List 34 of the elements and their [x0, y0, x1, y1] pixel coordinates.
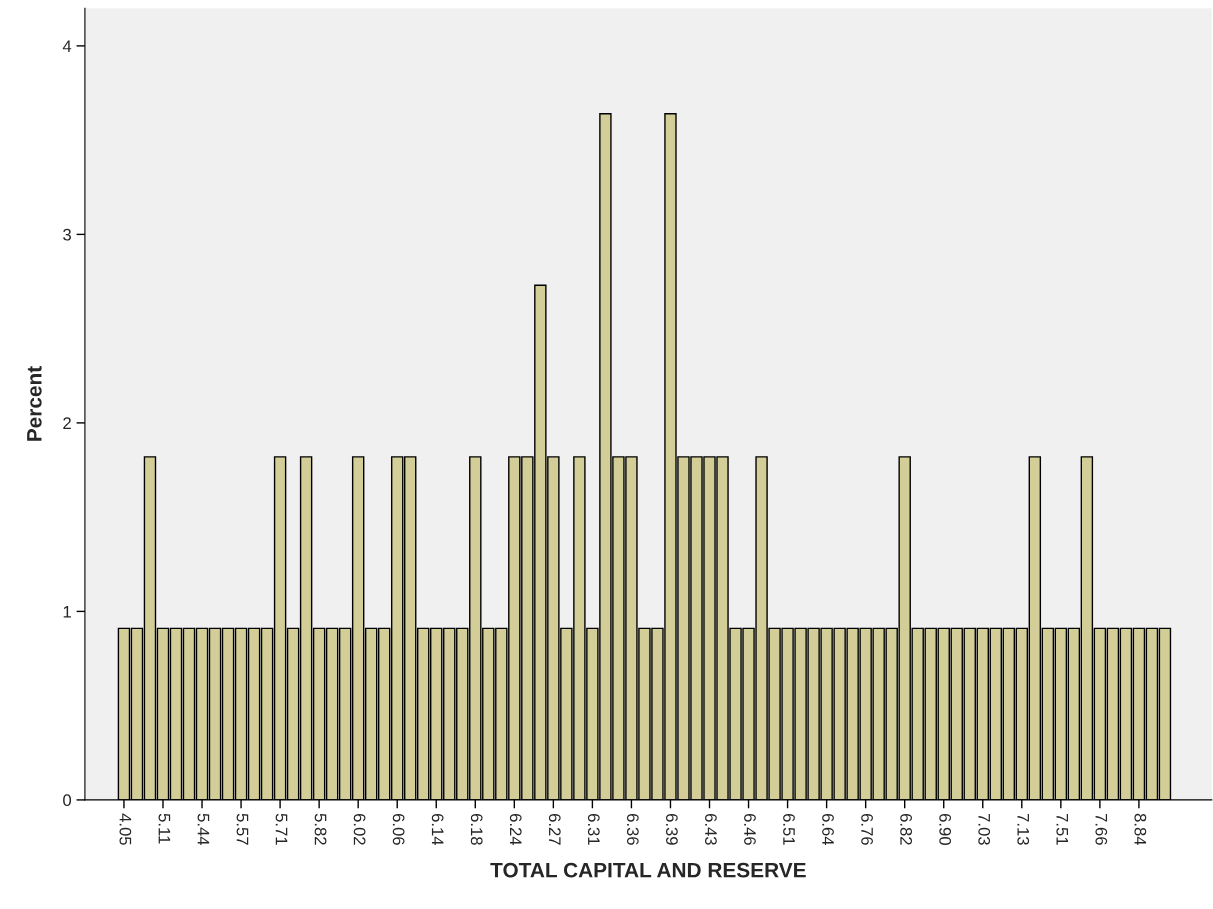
x-tick-label: 6.02 — [353, 813, 366, 845]
y-tick-label: 2 — [63, 417, 71, 429]
x-tick-label: 5.44 — [197, 813, 210, 846]
x-tick-label: 6.18 — [470, 813, 483, 845]
x-tick-label: 7.66 — [1095, 813, 1108, 845]
x-tick-label: 6.43 — [705, 813, 717, 845]
x-tick-label: 5.71 — [275, 813, 288, 845]
y-tick-label: 1 — [63, 605, 71, 618]
x-tick-label: 6.46 — [744, 813, 756, 845]
x-tick-label: 7.13 — [1017, 813, 1030, 845]
x-axis-title: TOTAL CAPITAL AND RESERVE — [490, 862, 806, 878]
x-tick-label: 6.06 — [392, 813, 405, 845]
x-tick-label: 6.14 — [431, 813, 444, 846]
x-tick-label: 6.27 — [548, 813, 561, 845]
x-tick-label: 8.84 — [1134, 813, 1147, 846]
x-tick-label: 5.11 — [158, 813, 171, 844]
x-tick-label: 6.90 — [939, 813, 952, 845]
x-tick-label: 7.03 — [978, 813, 991, 845]
x-tick-label: 6.39 — [666, 813, 678, 845]
y-tick-label: 4 — [62, 40, 72, 52]
x-tick-label: 6.64 — [822, 813, 834, 846]
x-tick-label: 6.51 — [783, 813, 795, 845]
x-tick-label: 6.82 — [900, 813, 913, 845]
x-tick-label: 6.31 — [587, 813, 600, 845]
x-tick-label: 6.76 — [861, 813, 873, 845]
y-tick-label: 0 — [63, 794, 72, 807]
y-axis-title: Percent — [27, 366, 42, 441]
x-tick-label: 5.82 — [314, 813, 327, 845]
x-tick-label: 6.24 — [509, 813, 522, 846]
x-tick-label: 6.36 — [626, 813, 639, 845]
x-tick-label: 5.57 — [236, 813, 249, 845]
x-tick-label: 4.05 — [119, 813, 132, 845]
x-tick-label: 7.51 — [1056, 813, 1068, 845]
y-tick-label: 3 — [63, 228, 71, 241]
